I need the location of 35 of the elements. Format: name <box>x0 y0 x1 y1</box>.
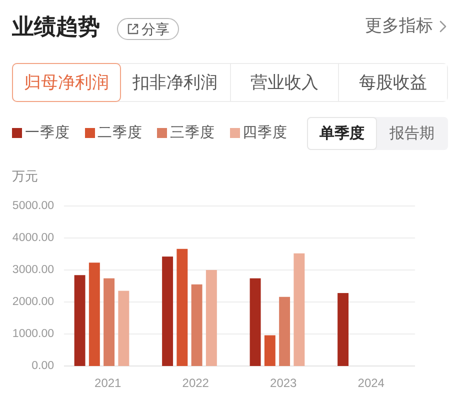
bar <box>279 296 290 366</box>
y-tick-label: 0.00 <box>32 360 54 372</box>
tab-selected: 归母净利润 <box>12 63 121 102</box>
tab: 每股收益 <box>338 64 447 101</box>
y-axis-title: 万元 <box>12 168 38 184</box>
legend-label: 四季度 <box>242 124 288 143</box>
bar <box>191 284 202 366</box>
bar <box>118 290 130 366</box>
bar <box>74 275 86 366</box>
more-link: 更多指标 <box>365 14 447 38</box>
bar <box>162 256 174 366</box>
y-tick-label: 2000.00 <box>12 296 54 308</box>
x-tick-label: 2024 <box>358 376 385 390</box>
bar <box>104 278 115 366</box>
x-tick-label: 2022 <box>182 376 210 390</box>
x-tick-label: 2021 <box>94 376 122 390</box>
share-button: 分享 <box>117 18 179 40</box>
y-tick-label: 4000.00 <box>12 232 54 244</box>
bar <box>88 262 100 366</box>
segment: 报告期 <box>377 117 447 150</box>
y-tick-label: 5000.00 <box>12 200 54 212</box>
legend-label: 三季度 <box>170 124 215 143</box>
bar <box>338 293 349 366</box>
y-tick-label: 3000.00 <box>12 264 54 276</box>
bar <box>250 278 261 366</box>
legend-label: 二季度 <box>98 124 142 143</box>
bar <box>264 335 276 366</box>
chart-title: 业绩趋势 <box>12 13 100 41</box>
bar <box>176 248 188 366</box>
legend-label: 一季度 <box>25 124 70 143</box>
bar <box>206 270 217 366</box>
x-tick-label: 2023 <box>270 376 298 390</box>
y-tick-label: 1000.00 <box>12 328 54 340</box>
bar <box>294 253 305 366</box>
segment-selected: 单季度 <box>307 117 377 150</box>
